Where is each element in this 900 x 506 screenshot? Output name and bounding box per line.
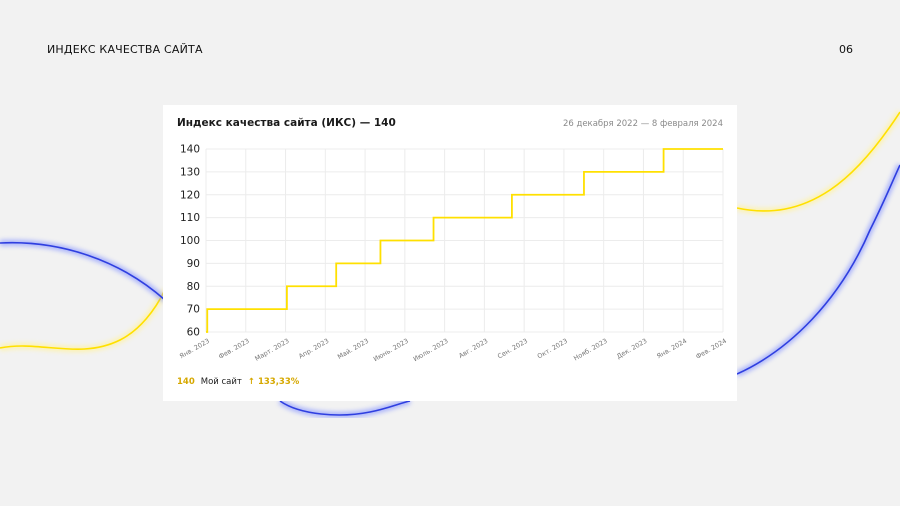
y-tick-label: 70: [187, 304, 200, 316]
x-tick-label: Сен. 2023: [496, 337, 529, 361]
legend-series-name: Мой сайт: [200, 377, 242, 387]
x-tick-label: Окт. 2023: [536, 337, 569, 361]
y-tick-label: 130: [180, 166, 200, 178]
decor-yellow-curve-left: [0, 288, 168, 353]
x-tick-label: Янв. 2024: [655, 337, 688, 361]
legend-value: 140: [177, 377, 195, 387]
legend-change: ↑ 133,33%: [247, 377, 300, 387]
slide-title: ИНДЕКС КАЧЕСТВА САЙТА: [47, 43, 203, 56]
x-tick-label: Авг. 2023: [457, 337, 489, 360]
decor-blue-curve-left: [0, 239, 167, 303]
y-tick-label: 100: [180, 235, 200, 247]
x-tick-label: Май. 2023: [336, 337, 370, 361]
slide-page-number: 06: [839, 43, 853, 56]
x-tick-label: Март. 2023: [253, 337, 290, 363]
x-tick-label: Апр. 2023: [297, 337, 330, 361]
series-line: [206, 148, 723, 333]
chart-title: Индекс качества сайта (ИКС) — 140: [177, 117, 396, 129]
x-tick-label: Янв. 2023: [178, 337, 211, 361]
x-tick-label: Дек. 2023: [615, 337, 648, 361]
x-tick-label: Июль. 2023: [412, 337, 450, 363]
x-tick-label: Фев. 2023: [217, 337, 251, 361]
y-tick-label: 90: [187, 258, 200, 270]
y-tick-label: 60: [187, 327, 200, 339]
decor-blue-curve-bottom: [278, 398, 411, 418]
x-tick-label: Июнь. 2023: [372, 337, 410, 363]
chart-card: 60 70 80 90 100 110 120 130 140 Янв. 2023 Фев. 202…: [163, 105, 737, 401]
x-tick-label: Нояб. 2023: [572, 337, 608, 363]
y-tick-label: 80: [187, 281, 200, 293]
date-range: 26 декабря 2022 — 8 февраля 2024: [562, 119, 723, 129]
x-tick-label: Фев. 2024: [694, 337, 728, 361]
chart-legend: 140 Мой сайт ↑ 133,33%: [177, 377, 299, 387]
y-tick-label: 120: [180, 189, 200, 201]
y-tick-label: 140: [180, 144, 200, 156]
y-tick-label: 110: [180, 212, 200, 224]
